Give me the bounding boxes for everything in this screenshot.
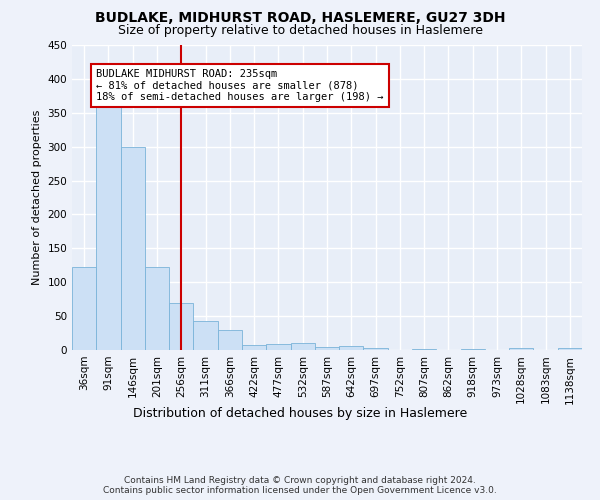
Bar	[315, 346, 339, 350]
Text: BUDLAKE, MIDHURST ROAD, HASLEMERE, GU27 3DH: BUDLAKE, MIDHURST ROAD, HASLEMERE, GU27 …	[95, 11, 505, 25]
Bar	[364, 348, 388, 350]
Text: Size of property relative to detached houses in Haslemere: Size of property relative to detached ho…	[118, 24, 482, 37]
Bar	[339, 346, 364, 350]
Bar	[218, 330, 242, 350]
Bar	[121, 146, 145, 350]
Bar	[145, 266, 169, 350]
Bar	[412, 348, 436, 350]
Bar	[169, 302, 193, 350]
Bar	[461, 348, 485, 350]
Bar	[290, 343, 315, 350]
Bar	[193, 321, 218, 350]
Bar	[72, 266, 96, 350]
Text: BUDLAKE MIDHURST ROAD: 235sqm
← 81% of detached houses are smaller (878)
18% of : BUDLAKE MIDHURST ROAD: 235sqm ← 81% of d…	[96, 68, 384, 102]
Bar	[558, 348, 582, 350]
Bar	[242, 344, 266, 350]
Bar	[96, 96, 121, 350]
Text: Distribution of detached houses by size in Haslemere: Distribution of detached houses by size …	[133, 408, 467, 420]
Bar	[509, 348, 533, 350]
Text: Contains HM Land Registry data © Crown copyright and database right 2024.
Contai: Contains HM Land Registry data © Crown c…	[103, 476, 497, 495]
Y-axis label: Number of detached properties: Number of detached properties	[32, 110, 42, 285]
Bar	[266, 344, 290, 350]
